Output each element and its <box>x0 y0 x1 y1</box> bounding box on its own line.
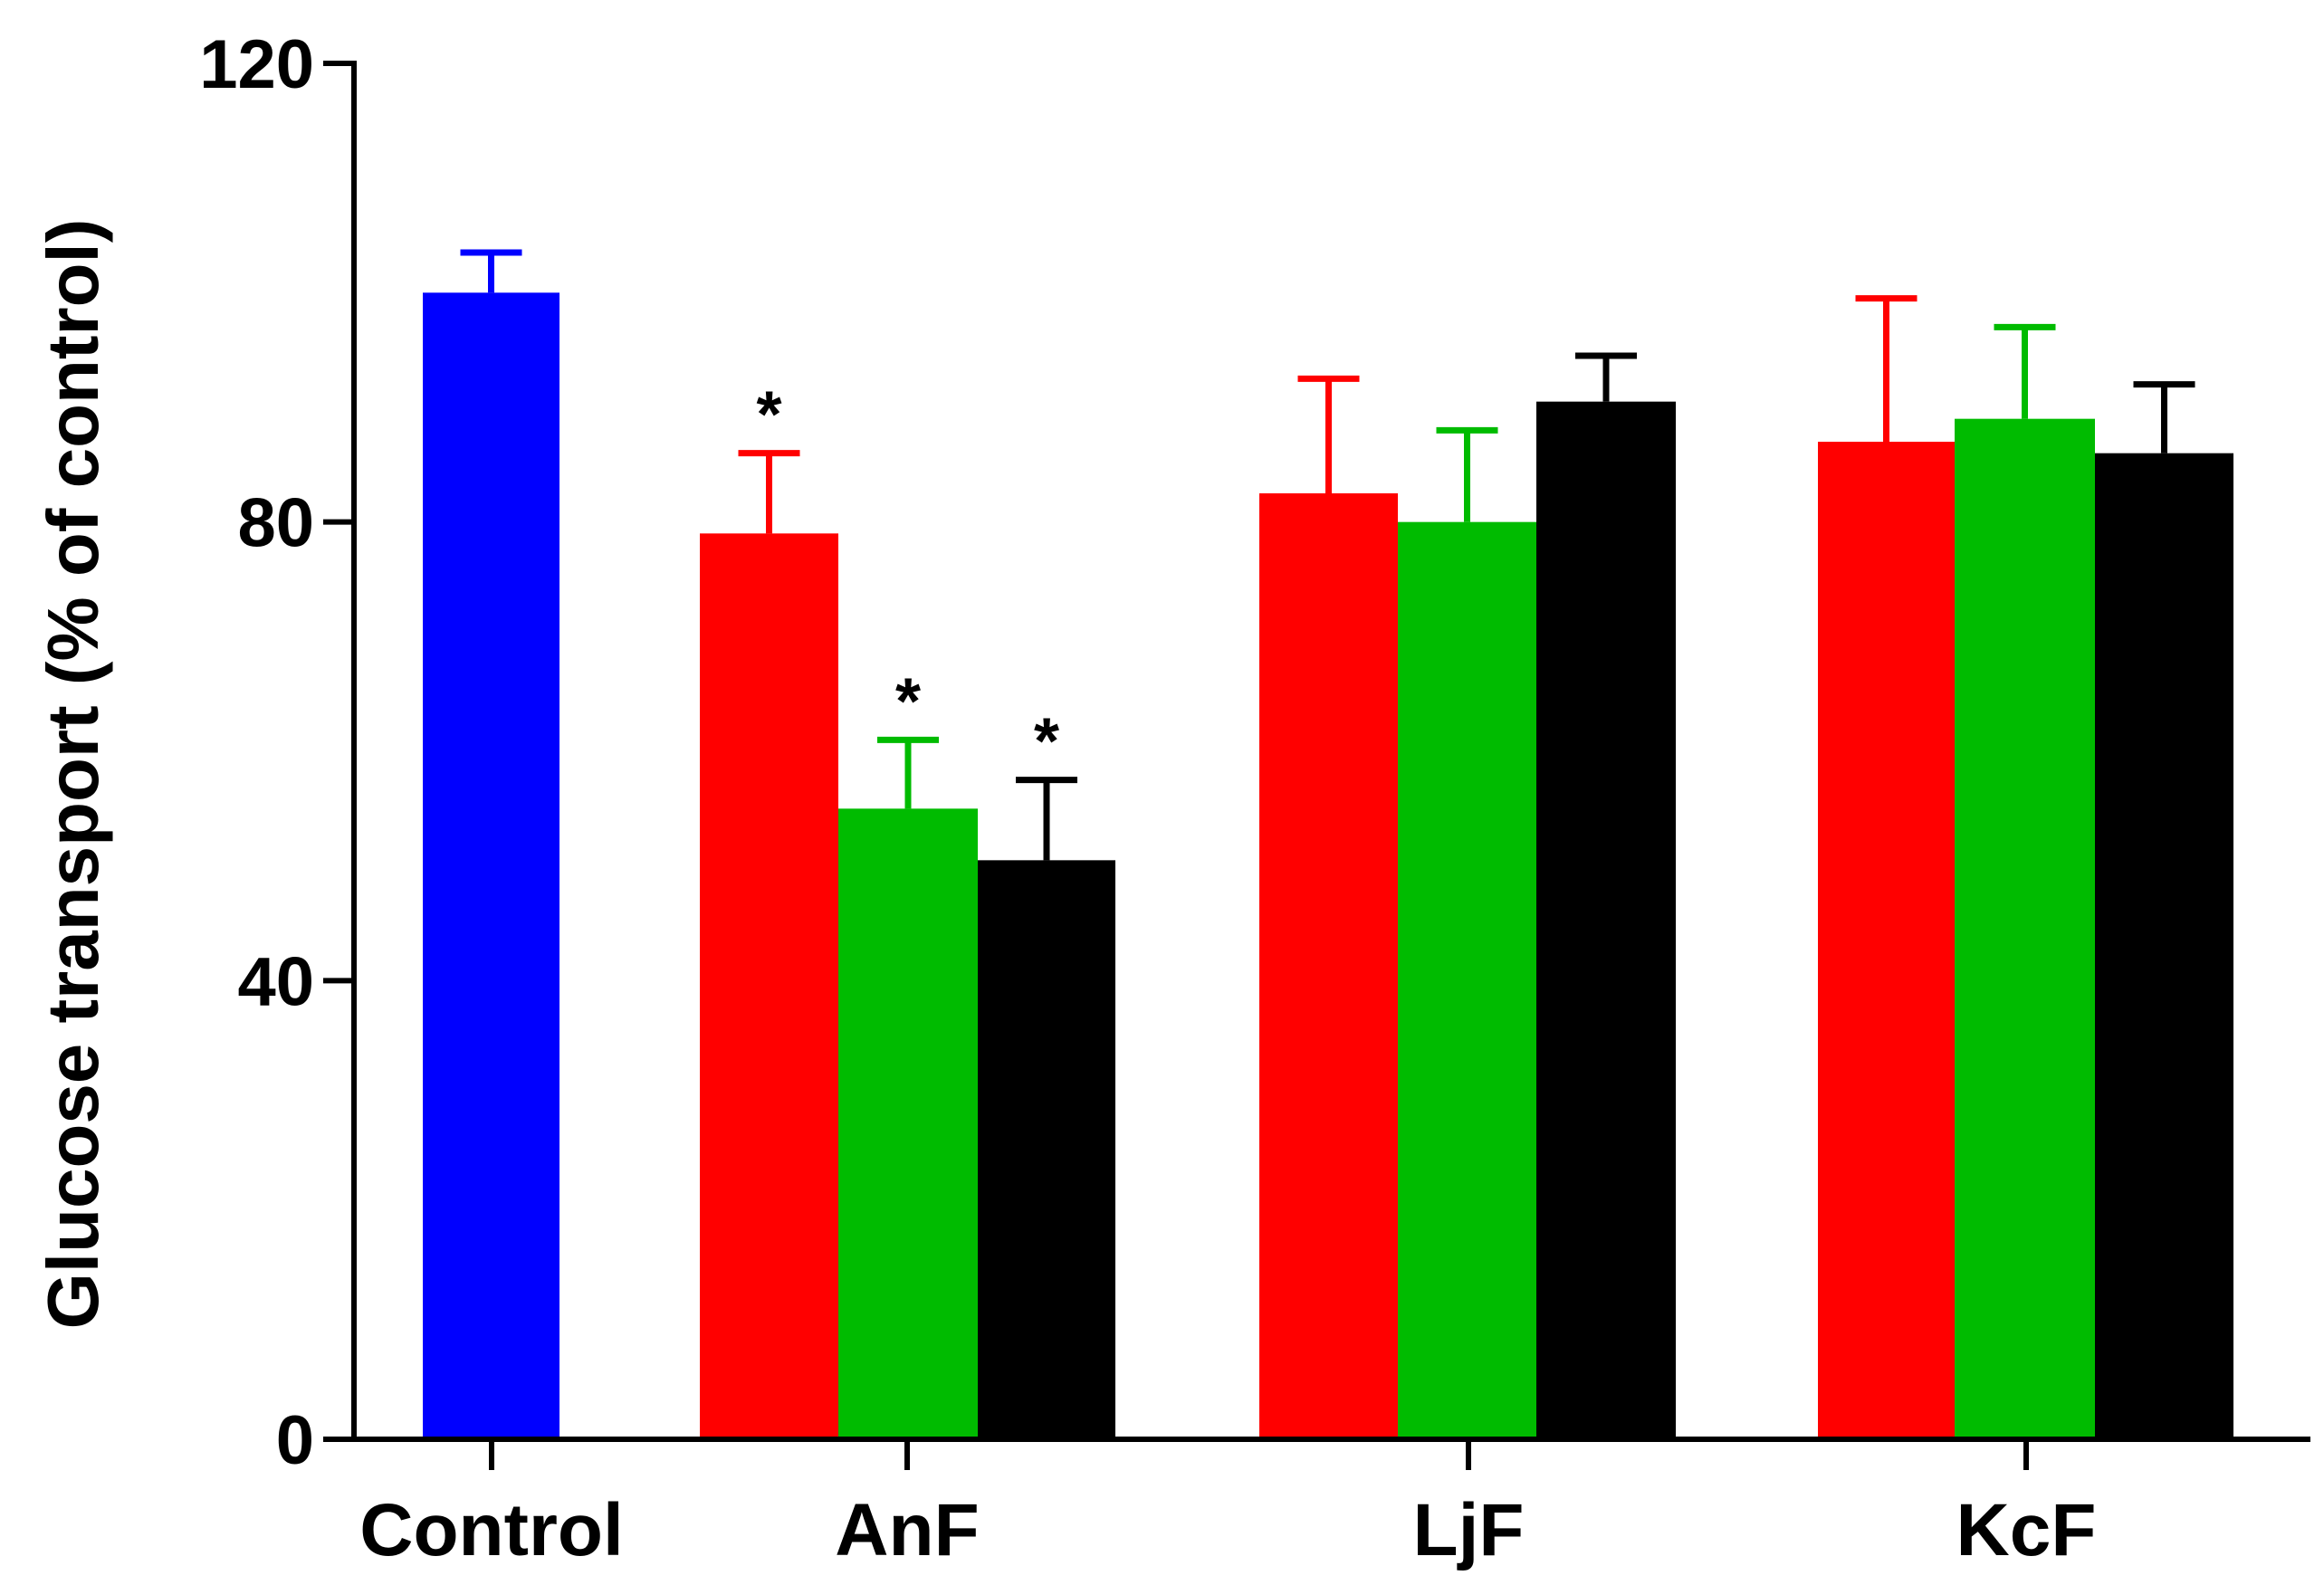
y-tick-label-80: 80 <box>237 485 314 562</box>
bar-kcf-10 <box>2095 453 2233 1440</box>
x-tick-label-control: Control <box>359 1489 623 1571</box>
axes-layer: 0 40 80 120 Control AnF LjF KcF <box>199 26 2310 1571</box>
significance-marker-4: * <box>1034 706 1059 778</box>
bar-kcf-9 <box>1955 418 2095 1440</box>
bar-ljf-6 <box>1398 521 1536 1439</box>
significance-marker-2: * <box>756 379 781 452</box>
x-tick-label-ljf: LjF <box>1413 1489 1525 1571</box>
bar-anf-3 <box>838 808 978 1439</box>
y-tick-label-120: 120 <box>199 26 314 103</box>
bar-ljf-7 <box>1536 401 1676 1440</box>
significance-marker-3: * <box>895 665 921 738</box>
y-tick-label-40: 40 <box>237 943 314 1020</box>
y-axis-title: Glucose transport (% of control) <box>33 219 113 1330</box>
x-tick-label-anf: AnF <box>835 1489 979 1571</box>
bars-layer: * * * <box>423 249 2233 1440</box>
y-tick-label-0: 0 <box>276 1402 314 1479</box>
bar-control-1 <box>423 292 559 1439</box>
x-tick-label-kcf: KcF <box>1956 1489 2097 1571</box>
bar-kcf-8 <box>1818 442 1955 1439</box>
bar-anf-4 <box>978 860 1115 1439</box>
bar-anf-2 <box>700 533 838 1439</box>
bar-ljf-5 <box>1259 493 1398 1439</box>
